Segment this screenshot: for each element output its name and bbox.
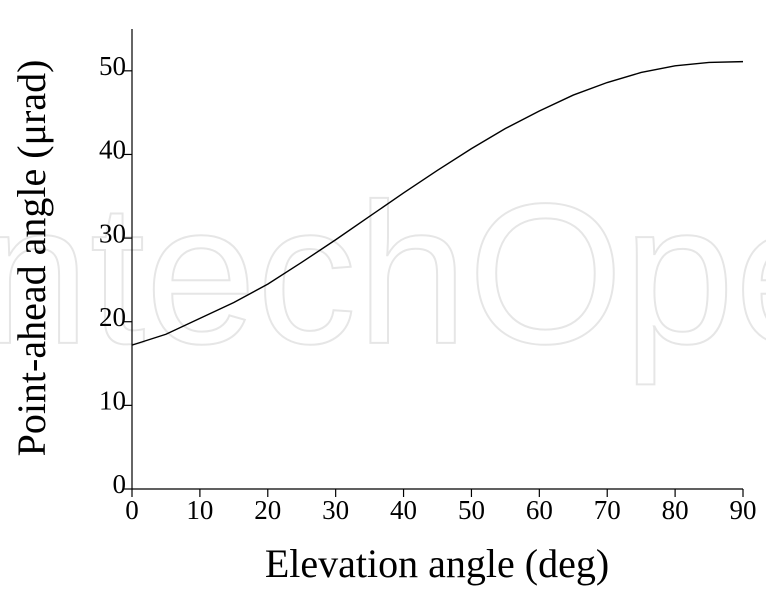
x-axis-title: Elevation angle (deg)	[265, 541, 609, 586]
line	[131, 60, 744, 346]
y-tick-label: 30	[99, 218, 126, 248]
x-tick-label: 50	[458, 495, 485, 525]
x-tick-label: 40	[390, 495, 417, 525]
x-tick-label: 90	[730, 495, 757, 525]
y-tick-label: 20	[99, 302, 126, 332]
y-tick-label: 10	[99, 386, 126, 416]
y-tick-label: 50	[99, 51, 126, 81]
x-tick-label: 70	[594, 495, 621, 525]
x-tick-label: 0	[125, 495, 139, 525]
y-tick-label: 40	[99, 135, 126, 165]
x-tick-label: 10	[186, 495, 213, 525]
x-tick-label: 60	[526, 495, 553, 525]
watermark: IntechOpen	[0, 163, 766, 386]
x-tick-label: 80	[662, 495, 689, 525]
x-tick-label: 20	[254, 495, 281, 525]
y-tick-label: 0	[113, 469, 127, 499]
x-tick-label: 30	[322, 495, 349, 525]
y-axis-title: Point-ahead angle (μrad)	[9, 60, 54, 457]
